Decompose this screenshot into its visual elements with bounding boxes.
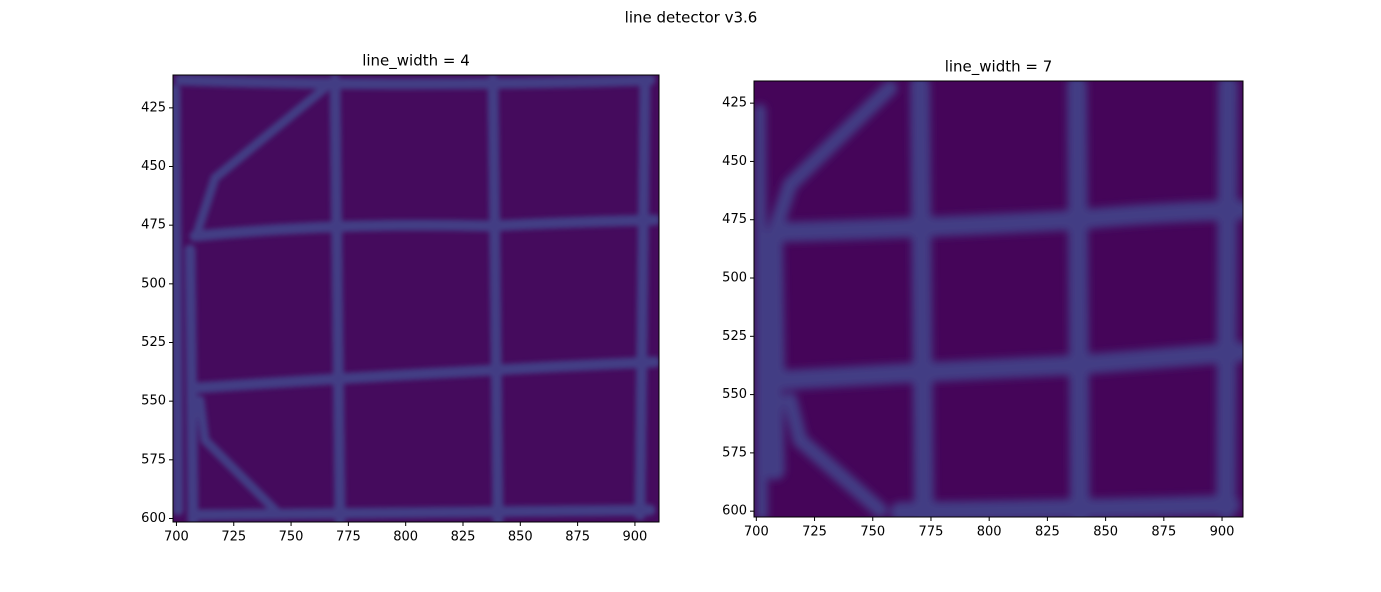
axes-title: line_width = 7 bbox=[945, 58, 1053, 77]
y-tick-label: 500 bbox=[722, 271, 747, 286]
y-tick-label: 475 bbox=[141, 218, 166, 233]
x-tick-label: 775 bbox=[919, 525, 944, 540]
y-tick-label: 550 bbox=[722, 387, 747, 402]
x-tick-label: 700 bbox=[744, 525, 769, 540]
axes-title: line_width = 4 bbox=[362, 52, 470, 71]
x-tick-label: 875 bbox=[565, 530, 590, 545]
y-tick-label: 525 bbox=[141, 335, 166, 350]
x-tick-label: 800 bbox=[977, 525, 1002, 540]
y-tick-label: 475 bbox=[722, 212, 747, 227]
y-tick-label: 425 bbox=[141, 100, 166, 115]
image bbox=[173, 75, 659, 522]
x-tick-label: 800 bbox=[393, 530, 418, 545]
x-tick-label: 850 bbox=[1093, 525, 1118, 540]
figure-title: line detector v3.6 bbox=[625, 9, 758, 27]
y-tick-label: 450 bbox=[141, 159, 166, 174]
x-tick-label: 750 bbox=[860, 525, 885, 540]
y-tick-label: 575 bbox=[141, 452, 166, 467]
x-tick-label: 825 bbox=[451, 530, 476, 545]
y-tick-label: 600 bbox=[722, 504, 747, 519]
y-tick-label: 500 bbox=[141, 276, 166, 291]
x-tick-label: 825 bbox=[1035, 525, 1060, 540]
y-tick-label: 450 bbox=[722, 154, 747, 169]
x-tick-label: 775 bbox=[336, 530, 361, 545]
x-tick-label: 875 bbox=[1151, 525, 1176, 540]
x-tick-label: 750 bbox=[279, 530, 304, 545]
y-tick-label: 425 bbox=[722, 96, 747, 111]
x-tick-label: 900 bbox=[1210, 525, 1235, 540]
y-tick-label: 525 bbox=[722, 329, 747, 344]
x-tick-label: 850 bbox=[508, 530, 533, 545]
x-tick-label: 700 bbox=[164, 530, 189, 545]
axes-frame bbox=[753, 80, 1244, 518]
y-tick-label: 550 bbox=[141, 394, 166, 409]
x-tick-label: 725 bbox=[802, 525, 827, 540]
x-tick-label: 900 bbox=[623, 530, 648, 545]
x-tick-label: 725 bbox=[221, 530, 246, 545]
y-tick-label: 575 bbox=[722, 445, 747, 460]
y-tick-label: 600 bbox=[141, 511, 166, 526]
axes-frame bbox=[172, 74, 660, 523]
image bbox=[754, 81, 1243, 517]
